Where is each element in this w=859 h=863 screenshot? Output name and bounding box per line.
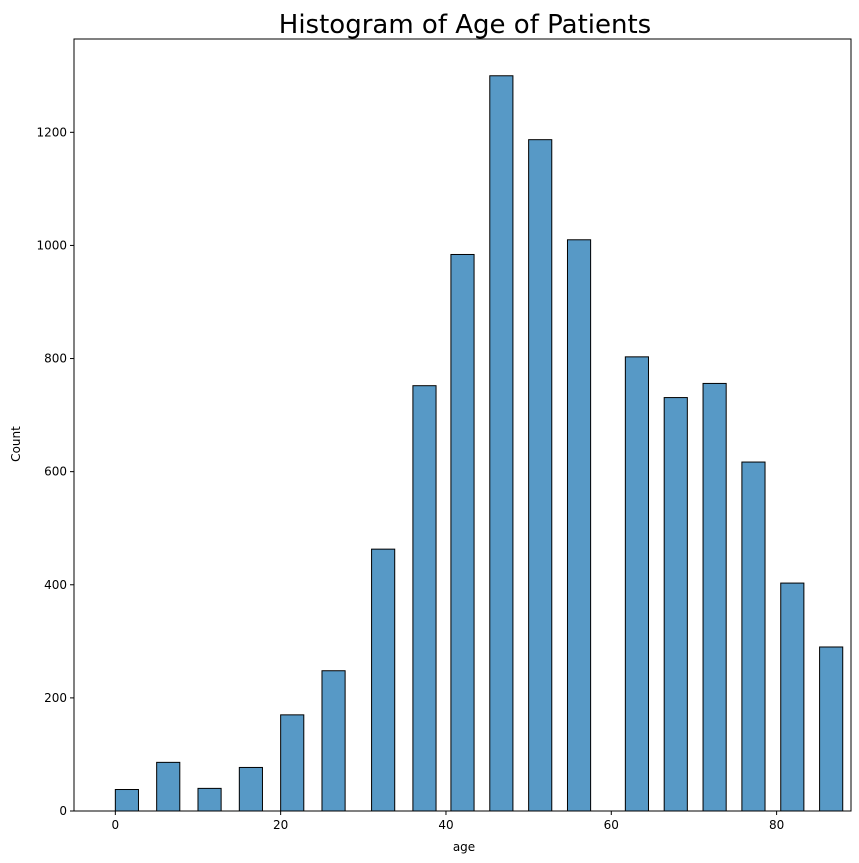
histogram-bar xyxy=(780,582,805,812)
histogram-bar xyxy=(238,766,263,812)
bars-layer xyxy=(114,75,844,812)
chart-title: Histogram of Age of Patients xyxy=(279,10,651,40)
x-tick-label: 80 xyxy=(769,818,784,832)
y-tick-label: 800 xyxy=(44,352,67,366)
x-tick-label: 20 xyxy=(273,818,288,832)
histogram-bar xyxy=(489,75,514,812)
histogram-bar xyxy=(114,789,139,812)
y-tick-label: 400 xyxy=(44,578,67,592)
x-axis-title: age xyxy=(453,840,475,854)
histogram-bar xyxy=(280,714,305,812)
x-tick-label: 40 xyxy=(438,818,453,832)
histogram-bar xyxy=(412,385,437,812)
histogram-bar xyxy=(371,548,396,812)
histogram-bar xyxy=(156,761,181,812)
x-tick-label: 60 xyxy=(604,818,619,832)
histogram-bar xyxy=(450,253,475,812)
histogram-bar xyxy=(624,356,649,812)
histogram-bar xyxy=(741,461,766,812)
histogram-bar xyxy=(663,397,688,812)
y-tick-label: 600 xyxy=(44,465,67,479)
histogram-bar xyxy=(528,139,553,812)
histogram-bar xyxy=(197,787,222,812)
histogram-bar xyxy=(702,382,727,812)
plot-frame xyxy=(73,38,852,812)
y-tick-label: 1200 xyxy=(36,125,67,139)
y-tick-label: 0 xyxy=(59,804,67,818)
y-tick-label: 200 xyxy=(44,691,67,705)
y-tick-label: 1000 xyxy=(36,238,67,252)
x-tick-label: 0 xyxy=(112,818,120,832)
histogram-bar xyxy=(566,239,592,812)
y-axis-title: Count xyxy=(9,426,23,462)
histogram-bar xyxy=(819,646,844,812)
histogram-bar xyxy=(321,670,346,812)
